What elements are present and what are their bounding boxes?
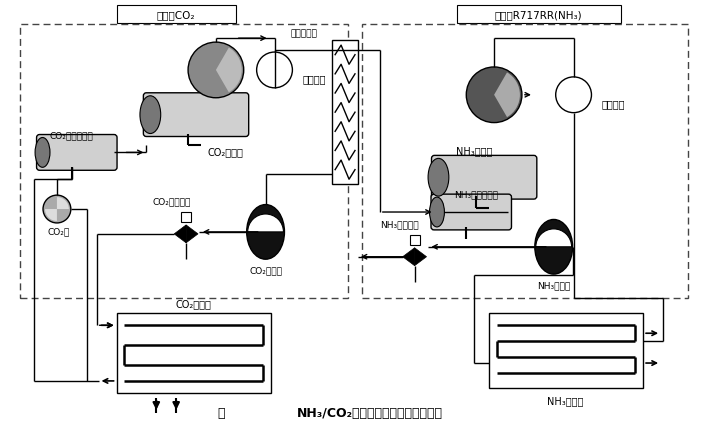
Text: NH₃冷凝器: NH₃冷凝器 [547,395,584,405]
Text: CO₂节流原件: CO₂节流原件 [152,197,190,206]
Text: 图: 图 [217,406,224,419]
Text: CO₂贮液器: CO₂贮液器 [249,265,282,274]
Wedge shape [248,215,283,232]
Ellipse shape [140,97,160,134]
Circle shape [256,53,293,89]
FancyBboxPatch shape [431,195,511,230]
Wedge shape [536,229,572,247]
Bar [489,313,643,388]
Wedge shape [216,49,241,93]
Wedge shape [57,198,69,209]
Ellipse shape [428,159,449,197]
Ellipse shape [246,205,285,260]
Text: CO₂泵: CO₂泵 [48,227,70,236]
Circle shape [466,68,522,123]
Text: CO₂压缩机: CO₂压缩机 [208,147,244,157]
Wedge shape [45,209,57,221]
Polygon shape [403,248,415,266]
Circle shape [43,196,71,224]
Bar [181,212,191,222]
Bar [116,6,236,24]
Text: CO₂气液分离器: CO₂气液分离器 [50,131,94,140]
Ellipse shape [430,198,444,227]
Wedge shape [494,73,520,118]
Text: 低温级CO₂: 低温级CO₂ [157,10,195,20]
Circle shape [188,43,244,98]
Text: NH₃贮液器: NH₃贮液器 [537,280,570,289]
FancyBboxPatch shape [37,135,117,171]
Text: 油分离器: 油分离器 [302,74,326,84]
Text: 油分离器: 油分离器 [601,98,625,108]
Text: CO₂蒸发器: CO₂蒸发器 [175,299,211,309]
Text: NH₃压缩机: NH₃压缩机 [456,146,493,156]
Bar [410,235,420,245]
Text: NH₃/CO₂复叠式制冷循环流程示意图: NH₃/CO₂复叠式制冷循环流程示意图 [297,406,443,419]
Ellipse shape [35,138,50,168]
FancyBboxPatch shape [432,156,537,200]
Text: 冷凝蒸发器: 冷凝蒸发器 [290,30,317,39]
Bar [332,41,358,185]
Ellipse shape [535,220,572,274]
Bar [362,25,688,299]
Text: NH₃气液分离器: NH₃气液分离器 [454,190,498,199]
FancyBboxPatch shape [143,94,248,137]
Text: NH₃节流原件: NH₃节流原件 [381,220,419,229]
Text: 高温级R717RR(NH₃): 高温级R717RR(NH₃) [495,10,583,20]
Bar [20,25,348,299]
Polygon shape [186,225,198,243]
Bar [116,313,271,393]
Polygon shape [415,248,427,266]
Circle shape [556,78,591,114]
Bar [457,6,621,24]
Polygon shape [174,225,186,243]
